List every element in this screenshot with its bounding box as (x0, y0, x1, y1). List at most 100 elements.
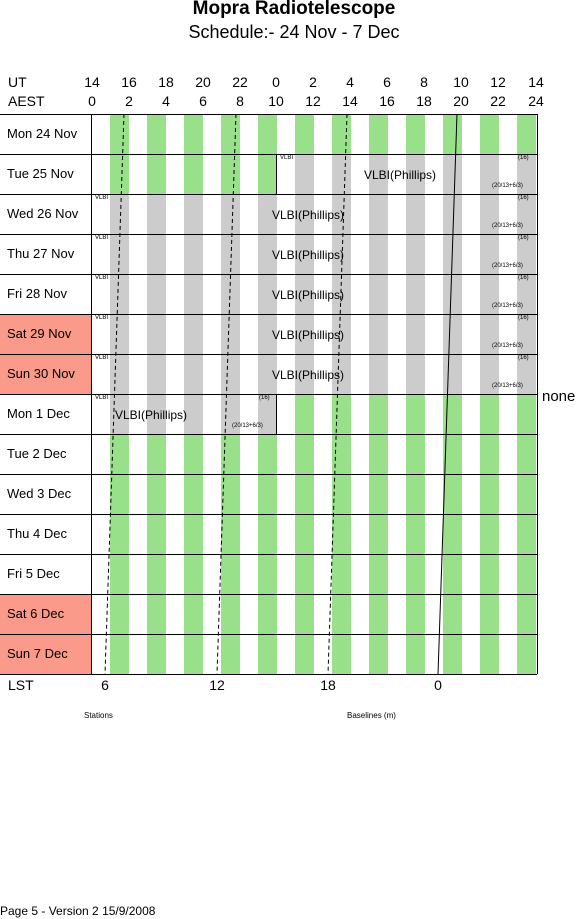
grey-stripe (258, 354, 277, 394)
stations-label: Stations (84, 711, 113, 720)
day-label: Tue 2 Dec (7, 446, 67, 461)
grey-stripe (443, 194, 462, 234)
vlbi-tag: VLBI (95, 235, 109, 241)
aest-tick: 0 (88, 93, 96, 109)
grey-stripe (110, 354, 129, 394)
grey-stripe (110, 314, 129, 354)
row-divider (0, 554, 537, 555)
grey-stripe (258, 314, 277, 354)
grey-stripe (517, 154, 536, 194)
grey-stripe (369, 234, 388, 274)
grey-stripe (184, 234, 203, 274)
ut-tick: 14 (528, 74, 544, 90)
grey-stripe (406, 154, 425, 194)
page-footer: Page 5 - Version 2 15/9/2008 (0, 904, 156, 918)
aest-tick: 22 (490, 93, 506, 109)
grey-stripe (517, 354, 536, 394)
grey-stripe (332, 274, 351, 314)
aest-tick: 24 (528, 93, 544, 109)
grey-stripe (295, 274, 314, 314)
block-divider (276, 154, 277, 194)
grey-stripe (147, 394, 166, 434)
receiver-tag: (16) (518, 195, 529, 201)
aest-tick: 12 (305, 93, 321, 109)
grey-stripe (480, 314, 499, 354)
aest-tick: 10 (268, 93, 284, 109)
aest-tick: 8 (236, 93, 244, 109)
row-divider (0, 394, 537, 395)
grey-stripe (110, 194, 129, 234)
grey-stripe (517, 274, 536, 314)
grey-stripe (480, 274, 499, 314)
row-divider (0, 274, 537, 275)
grey-stripe (147, 234, 166, 274)
grey-stripe (369, 274, 388, 314)
day-label: Sat 6 Dec (0, 594, 91, 634)
project-label: VLBI(Phillips) (272, 288, 345, 302)
row-divider (0, 594, 537, 595)
config-tag: (20/13+6/3) (232, 423, 263, 429)
grey-stripe (406, 354, 425, 394)
row-divider (0, 314, 537, 315)
grey-stripe (221, 234, 240, 274)
grey-stripe (406, 194, 425, 234)
project-label: VLBI(Phillips) (272, 328, 345, 342)
array-config-label: none (542, 388, 576, 405)
grey-stripe (295, 234, 314, 274)
day-label: Mon 24 Nov (7, 126, 78, 141)
aest-tick: 2 (125, 93, 133, 109)
receiver-tag: (16) (518, 155, 529, 161)
grey-stripe (258, 274, 277, 314)
project-label: VLBI(Phillips) (272, 368, 345, 382)
day-label: Thu 4 Dec (7, 526, 67, 541)
day-label: Fri 28 Nov (7, 286, 67, 301)
config-tag: (20/13+6/3) (492, 223, 523, 229)
grey-stripe (480, 154, 499, 194)
grey-stripe (517, 234, 536, 274)
grid-left-line (91, 114, 92, 674)
grey-stripe (295, 194, 314, 234)
aest-tick: 20 (453, 93, 469, 109)
grey-stripe (184, 394, 203, 434)
grey-stripe (184, 354, 203, 394)
grid-top-line (0, 114, 537, 115)
grey-stripe (443, 154, 462, 194)
grey-stripe (369, 354, 388, 394)
grey-stripe (332, 354, 351, 394)
aest-tick: 16 (379, 93, 395, 109)
row-divider (0, 354, 537, 355)
day-label: Thu 27 Nov (7, 246, 75, 261)
row-divider (0, 194, 537, 195)
project-label: VLBI(Phillips) (272, 248, 345, 262)
aest-tick: 6 (199, 93, 207, 109)
config-tag: (20/13+6/3) (492, 383, 523, 389)
ut-tick: 22 (232, 74, 248, 90)
grey-stripe (295, 354, 314, 394)
baselines-label: Baselines (m) (347, 711, 396, 720)
page-title: Mopra Radiotelescope (192, 0, 396, 19)
grey-stripe (147, 274, 166, 314)
grey-stripe (443, 314, 462, 354)
grey-stripe (332, 234, 351, 274)
lst-tick: 0 (434, 677, 442, 693)
grey-stripe (147, 314, 166, 354)
lst-tick: 12 (209, 677, 225, 693)
ut-tick: 0 (272, 74, 280, 90)
grey-stripe (258, 234, 277, 274)
grey-stripe (369, 314, 388, 354)
grey-stripe (184, 314, 203, 354)
aest-axis-label: AEST (8, 93, 45, 109)
ut-tick: 2 (309, 74, 317, 90)
project-label: VLBI(Phillips) (115, 408, 188, 422)
day-label: Sun 30 Nov (0, 354, 91, 394)
schedule-grid: Mon 24 Nov Tue 25 Nov Wed 26 Nov Thu 27 Nov… (0, 114, 588, 675)
day-label: Fri 5 Dec (7, 566, 60, 581)
row-divider (0, 514, 537, 515)
ut-tick: 14 (84, 74, 100, 90)
day-label: Wed 3 Dec (7, 486, 72, 501)
grey-stripe (332, 154, 351, 194)
receiver-tag: (16) (518, 355, 529, 361)
grey-stripe (517, 194, 536, 234)
aest-tick: 14 (342, 93, 358, 109)
grey-stripe (295, 154, 314, 194)
